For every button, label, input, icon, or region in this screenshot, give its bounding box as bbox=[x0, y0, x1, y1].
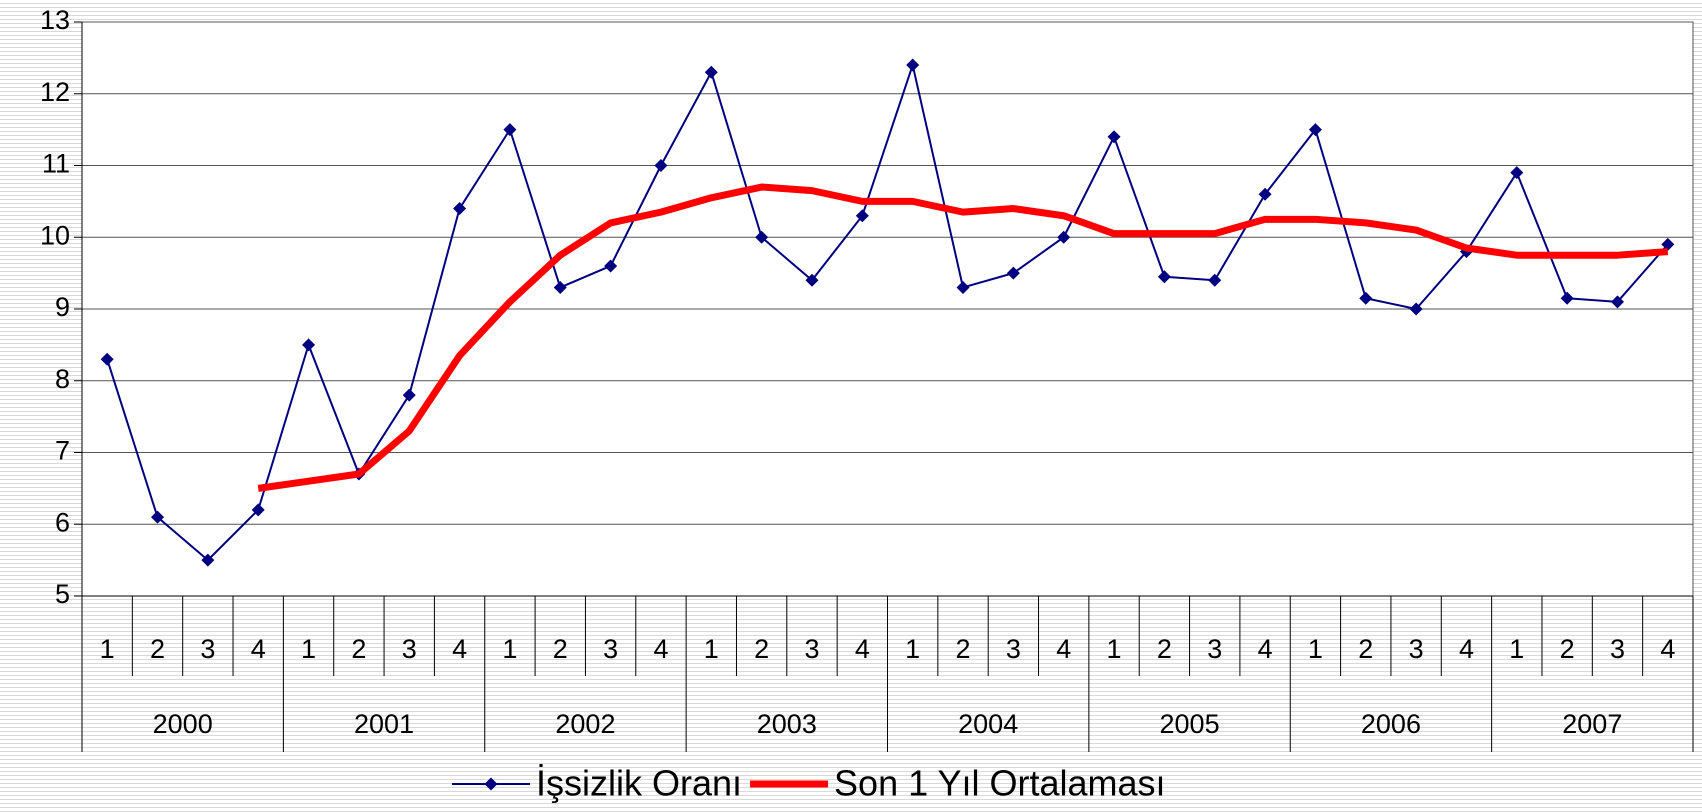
legend-marker bbox=[484, 777, 498, 791]
y-tick-label: 10 bbox=[40, 220, 70, 250]
x-tick-label: 4 bbox=[1056, 634, 1071, 664]
x-tick-label: 2 bbox=[1157, 634, 1172, 664]
data-point bbox=[1510, 166, 1524, 180]
x-tick-label: 1 bbox=[301, 634, 316, 664]
data-point bbox=[604, 259, 618, 273]
x-tick-label: 4 bbox=[1660, 634, 1675, 664]
x-tick-label: 2 bbox=[956, 634, 971, 664]
x-group-label: 2005 bbox=[1160, 709, 1220, 739]
x-tick-label: 1 bbox=[905, 634, 920, 664]
data-point bbox=[1157, 270, 1171, 284]
y-tick-label: 7 bbox=[55, 436, 70, 466]
y-tick-label: 13 bbox=[40, 5, 70, 35]
series-line bbox=[106, 64, 1669, 562]
x-tick-label: 1 bbox=[1509, 634, 1524, 664]
x-tick-label: 4 bbox=[855, 634, 870, 664]
x-tick-label: 2 bbox=[351, 634, 366, 664]
data-point bbox=[755, 230, 769, 244]
data-point bbox=[100, 352, 114, 366]
x-group-label: 2001 bbox=[354, 709, 414, 739]
x-tick-label: 2 bbox=[754, 634, 769, 664]
x-tick-label: 3 bbox=[603, 634, 618, 664]
x-group-label: 2002 bbox=[555, 709, 615, 739]
legend-label: İşsizlik Oranı bbox=[536, 763, 742, 804]
data-point bbox=[1258, 187, 1272, 201]
x-tick-label: 1 bbox=[100, 634, 115, 664]
x-tick-label: 3 bbox=[200, 634, 215, 664]
x-group-label: 2000 bbox=[153, 709, 213, 739]
y-tick-label: 5 bbox=[55, 579, 70, 609]
x-tick-label: 2 bbox=[1358, 634, 1373, 664]
x-tick-label: 1 bbox=[1107, 634, 1122, 664]
x-tick-label: 3 bbox=[1610, 634, 1625, 664]
data-point bbox=[453, 202, 467, 216]
data-point bbox=[1057, 230, 1071, 244]
data-point bbox=[402, 388, 416, 402]
y-tick-label: 9 bbox=[55, 292, 70, 322]
x-tick-label: 4 bbox=[653, 634, 668, 664]
y-tick-label: 8 bbox=[55, 364, 70, 394]
x-group-label: 2006 bbox=[1361, 709, 1421, 739]
x-tick-label: 2 bbox=[553, 634, 568, 664]
x-tick-label: 3 bbox=[1409, 634, 1424, 664]
x-tick-label: 4 bbox=[1459, 634, 1474, 664]
data-point bbox=[956, 280, 970, 294]
x-tick-label: 2 bbox=[150, 634, 165, 664]
data-point bbox=[805, 273, 819, 287]
series-line bbox=[257, 183, 1669, 492]
data-point bbox=[1409, 302, 1423, 316]
data-point bbox=[1359, 291, 1373, 305]
y-tick-label: 6 bbox=[55, 507, 70, 537]
y-tick-label: 12 bbox=[40, 77, 70, 107]
data-point bbox=[1610, 295, 1624, 309]
x-tick-label: 3 bbox=[1006, 634, 1021, 664]
data-point bbox=[906, 58, 920, 72]
x-group-label: 2007 bbox=[1562, 709, 1622, 739]
data-point bbox=[704, 65, 718, 79]
data-point bbox=[302, 338, 316, 352]
data-point bbox=[1006, 266, 1020, 280]
data-point bbox=[1208, 273, 1222, 287]
x-group-label: 2003 bbox=[757, 709, 817, 739]
x-tick-label: 1 bbox=[704, 634, 719, 664]
y-tick-label: 11 bbox=[42, 149, 70, 179]
x-tick-label: 1 bbox=[502, 634, 517, 664]
data-point bbox=[553, 280, 567, 294]
x-tick-label: 3 bbox=[1207, 634, 1222, 664]
legend-label: Son 1 Yıl Ortalaması bbox=[834, 763, 1166, 804]
x-tick-label: 3 bbox=[402, 634, 417, 664]
x-tick-label: 1 bbox=[1308, 634, 1323, 664]
data-point bbox=[201, 553, 215, 567]
data-point bbox=[1661, 237, 1675, 251]
x-tick-label: 4 bbox=[1258, 634, 1273, 664]
x-tick-label: 4 bbox=[452, 634, 467, 664]
data-point bbox=[855, 209, 869, 223]
data-point bbox=[654, 159, 668, 172]
x-tick-label: 4 bbox=[251, 634, 266, 664]
x-tick-label: 2 bbox=[1560, 634, 1575, 664]
data-point bbox=[1308, 123, 1322, 137]
data-point bbox=[1107, 130, 1121, 144]
data-point bbox=[251, 503, 265, 517]
data-point bbox=[1560, 291, 1574, 305]
x-group-label: 2004 bbox=[958, 709, 1018, 739]
data-point bbox=[503, 123, 517, 137]
x-tick-label: 3 bbox=[804, 634, 819, 664]
data-point bbox=[151, 510, 165, 524]
